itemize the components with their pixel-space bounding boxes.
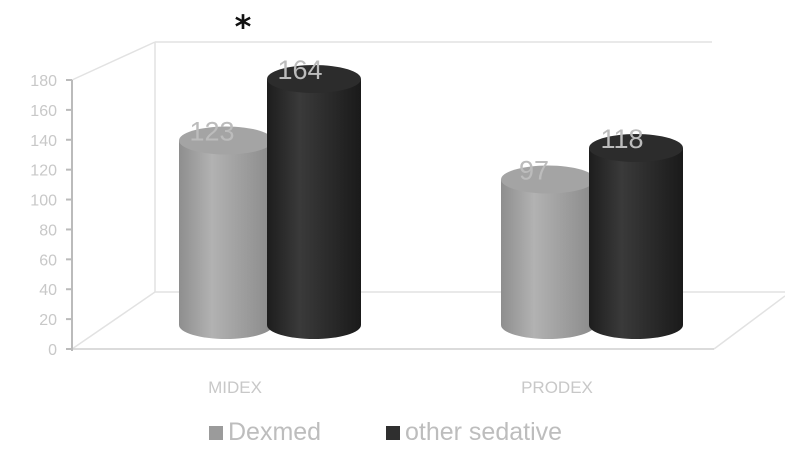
legend: Dexmed other sedative xyxy=(209,418,562,446)
category-label-midex: MIDEX xyxy=(208,378,262,397)
data-label: 123 xyxy=(189,117,234,147)
data-label: 97 xyxy=(519,156,549,186)
cylinder-body xyxy=(179,140,273,339)
y-axis-ticks: 0 20 40 60 80 100 120 140 160 180 xyxy=(30,73,72,359)
cylinder-top xyxy=(179,126,273,155)
cylinder-top xyxy=(267,65,361,93)
cylinder-top xyxy=(501,165,595,194)
data-labels: 123 164 97 118 xyxy=(189,55,643,186)
bar-dexmed-prodex xyxy=(501,165,595,339)
y-tick-label: 140 xyxy=(30,133,57,150)
data-label: 118 xyxy=(600,124,643,154)
y-tick-label: 80 xyxy=(39,222,57,239)
floor-side-edge xyxy=(71,291,156,350)
category-label-prodex: PRODEX xyxy=(521,378,593,397)
significance-annotation: * xyxy=(235,8,252,46)
cylinder-top xyxy=(589,134,683,162)
bar-dexmed-midex xyxy=(179,126,273,339)
y-tick-label: 120 xyxy=(30,163,57,180)
legend-swatch-dexmed xyxy=(209,426,223,440)
y-tick-label: 60 xyxy=(39,252,57,269)
legend-label-other-sedative: other sedative xyxy=(405,418,562,446)
side-wall-top xyxy=(71,41,156,81)
category-labels: MIDEX PRODEX xyxy=(208,378,593,397)
floor-right-edge xyxy=(713,295,785,350)
data-label: 164 xyxy=(277,55,322,85)
cylinder-body xyxy=(589,148,683,339)
legend-swatch-other-sedative xyxy=(386,426,400,440)
cylinder-body xyxy=(501,179,595,339)
y-tick-label: 20 xyxy=(39,312,57,329)
bar-series xyxy=(179,65,683,339)
y-tick-label: 40 xyxy=(39,282,57,299)
y-tick-label: 160 xyxy=(30,103,57,120)
bar-other-sedative-prodex xyxy=(589,134,683,339)
y-tick-label: 100 xyxy=(30,193,57,210)
bar-other-sedative-midex xyxy=(267,65,361,339)
legend-label-dexmed: Dexmed xyxy=(228,418,321,446)
y-tick-label: 180 xyxy=(30,73,57,90)
cylinder-body xyxy=(267,79,361,339)
y-tick-label: 0 xyxy=(48,342,57,359)
